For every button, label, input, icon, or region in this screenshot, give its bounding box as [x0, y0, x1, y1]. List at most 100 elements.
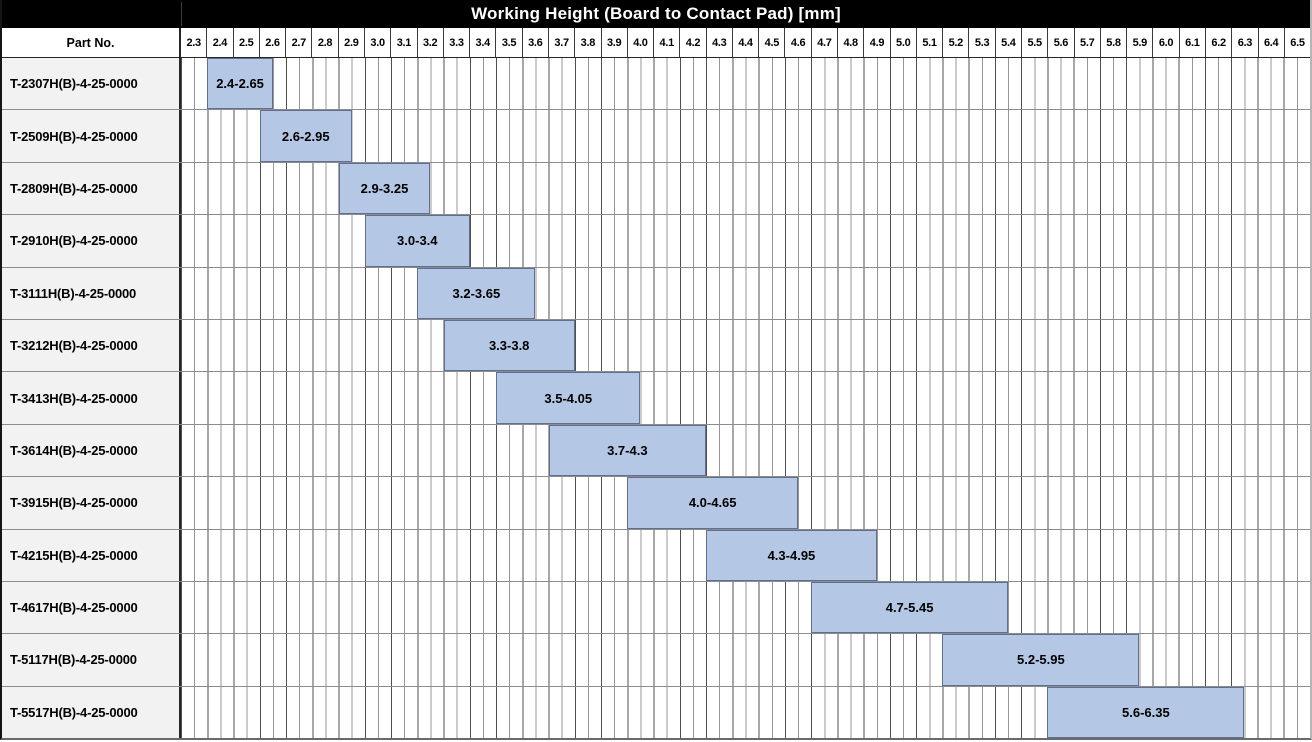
axis-tick: 4.7: [810, 28, 837, 57]
row-grid: 2.4-2.65: [181, 58, 1310, 110]
range-bar: 4.7-5.45: [811, 581, 1009, 634]
row-grid: 5.6-6.35: [181, 686, 1310, 739]
axis-tick: 4.8: [837, 28, 863, 57]
range-bar-label: 3.7-4.3: [607, 442, 648, 458]
title-bar: Working Height (Board to Contact Pad) [m…: [2, 0, 1310, 28]
axis-tick: 2.8: [311, 28, 337, 57]
range-bar: 3.3-3.8: [443, 319, 575, 372]
range-bar-label: 4.7-5.45: [885, 600, 934, 616]
axis-tick: 2.3: [186, 36, 201, 49]
axis-tick: 2.9: [337, 28, 364, 57]
axis-tick: 3.6: [521, 28, 548, 57]
range-bar: 2.6-2.95: [259, 110, 352, 162]
axis-tick: 3.9: [600, 28, 627, 57]
range-bar-label: 3.5-4.05: [544, 390, 593, 406]
table-row: T-3915H(B)-4-25-0000 4.0-4.65: [2, 476, 1310, 529]
range-bar-label: 2.4-2.65: [216, 76, 264, 92]
axis-tick: 6.5: [1283, 28, 1310, 57]
axis-tick: 5.7: [1073, 28, 1100, 57]
row-grid: 3.3-3.8: [181, 319, 1310, 372]
range-bar: 5.2-5.95: [942, 634, 1140, 686]
table-row: T-2809H(B)-4-25-0000 2.9-3.25: [2, 161, 1310, 215]
range-bar-label: 5.2-5.95: [1017, 652, 1065, 668]
range-bar-label: 5.6-6.35: [1122, 704, 1170, 720]
axis-tick: 2.5: [232, 28, 259, 57]
part-number-label: T-2307H(B)-4-25-0000: [2, 58, 181, 110]
part-number-label: T-4215H(B)-4-25-0000: [2, 529, 181, 581]
part-number-label: T-2910H(B)-4-25-0000: [2, 215, 181, 267]
axis-tick: 6.1: [1178, 28, 1205, 57]
part-number-label: T-2809H(B)-4-25-0000: [2, 162, 181, 215]
axis-tick: 5.5: [1021, 28, 1047, 57]
axis-tick: 2.4: [206, 28, 232, 57]
part-number-label: T-5517H(B)-4-25-0000: [2, 686, 181, 739]
part-number-label: T-5117H(B)-4-25-0000: [2, 634, 181, 686]
row-grid: 3.0-3.4: [181, 215, 1310, 267]
row-grid: 4.7-5.45: [181, 581, 1310, 634]
range-bar-label: 3.0-3.4: [397, 233, 438, 249]
axis-tick: 5.4: [994, 28, 1021, 57]
axis-tick: 4.0: [626, 28, 653, 57]
table-row: T-3614H(B)-4-25-0000 3.7-4.3: [2, 423, 1310, 477]
table-row: T-4617H(B)-4-25-0000 4.7-5.45: [2, 580, 1310, 634]
part-no-header: Part No.: [2, 28, 181, 57]
table-row: T-3111H(B)-4-25-0000 3.2-3.65: [2, 266, 1310, 319]
axis-tick: 3.1: [390, 28, 416, 57]
range-bar-label: 3.3-3.8: [488, 338, 530, 354]
axis-tick: 3.5: [495, 28, 521, 57]
table-row: T-2307H(B)-4-25-0000 2.4-2.65: [2, 58, 1310, 110]
x-axis-tick-row: 2.3 2.4 2.5 2.6 2.7 2.8 2.9 3.0 3.1 3.2 3.3 3.4 3.5 3…: [181, 28, 1310, 57]
axis-tick: 3.2: [416, 28, 443, 57]
range-bar: 3.7-4.3: [548, 424, 707, 477]
axis-tick: 4.9: [863, 28, 889, 57]
part-number-label: T-4617H(B)-4-25-0000: [2, 581, 181, 634]
table-row: T-4215H(B)-4-25-0000 4.3-4.95: [2, 528, 1310, 581]
axis-tick: 5.9: [1126, 28, 1152, 57]
range-bar-label: 2.6-2.95: [281, 128, 330, 144]
row-grid: 4.3-4.95: [181, 529, 1310, 581]
range-bar-label: 4.0-4.65: [688, 495, 737, 511]
axis-tick: 6.0: [1152, 28, 1178, 57]
axis-tick: 6.4: [1257, 28, 1284, 57]
axis-tick: 3.7: [547, 28, 574, 57]
axis-tick: 5.1: [915, 28, 942, 57]
axis-tick: 5.8: [1099, 28, 1126, 57]
row-grid: 3.7-4.3: [181, 424, 1310, 477]
axis-tick: 4.3: [705, 28, 732, 57]
part-number-label: T-2509H(B)-4-25-0000: [2, 110, 181, 162]
axis-tick: 3.3: [442, 28, 469, 57]
axis-tick: 6.3: [1231, 28, 1257, 57]
range-bar: 3.5-4.05: [496, 372, 641, 424]
range-bar-label: 3.2-3.65: [452, 285, 501, 301]
axis-tick: 4.5: [758, 28, 784, 57]
part-number-label: T-3915H(B)-4-25-0000: [2, 477, 181, 529]
axis-tick: 5.0: [889, 28, 916, 57]
axis-tick: 2.6: [258, 28, 285, 57]
row-grid: 3.5-4.05: [181, 372, 1310, 424]
axis-tick: 4.2: [679, 28, 705, 57]
range-bar: 3.2-3.65: [417, 267, 536, 319]
range-bar: 4.0-4.65: [627, 477, 798, 529]
header-row: Part No. 2.3 2.4 2.5 2.6 2.7 2.8 2.9 3.0 3.1 3.2 3…: [2, 28, 1310, 58]
row-grid: 2.6-2.95: [181, 110, 1310, 162]
range-bar-label: 2.9-3.25: [360, 180, 409, 196]
range-bar: 4.3-4.95: [706, 529, 877, 581]
table-row: T-2910H(B)-4-25-0000 3.0-3.4: [2, 214, 1310, 267]
part-number-label: T-3111H(B)-4-25-0000: [2, 267, 181, 319]
table-row: T-3413H(B)-4-25-0000 3.5-4.05: [2, 371, 1310, 424]
row-grid: 4.0-4.65: [181, 477, 1310, 529]
axis-tick: 6.2: [1204, 28, 1231, 57]
range-bar-label: 4.3-4.95: [767, 547, 816, 563]
part-number-label: T-3413H(B)-4-25-0000: [2, 372, 181, 424]
axis-tick: 3.0: [363, 28, 390, 57]
table-row: T-3212H(B)-4-25-0000 3.3-3.8: [2, 318, 1310, 372]
axis-tick: 5.3: [968, 28, 994, 57]
axis-tick: 4.1: [653, 28, 679, 57]
range-bar: 2.9-3.25: [338, 162, 431, 215]
axis-tick: 4.6: [784, 28, 810, 57]
row-grid: 3.2-3.65: [181, 267, 1310, 319]
axis-tick: 2.7: [285, 28, 311, 57]
part-number-label: T-3212H(B)-4-25-0000: [2, 319, 181, 372]
row-grid: 2.9-3.25: [181, 162, 1310, 215]
